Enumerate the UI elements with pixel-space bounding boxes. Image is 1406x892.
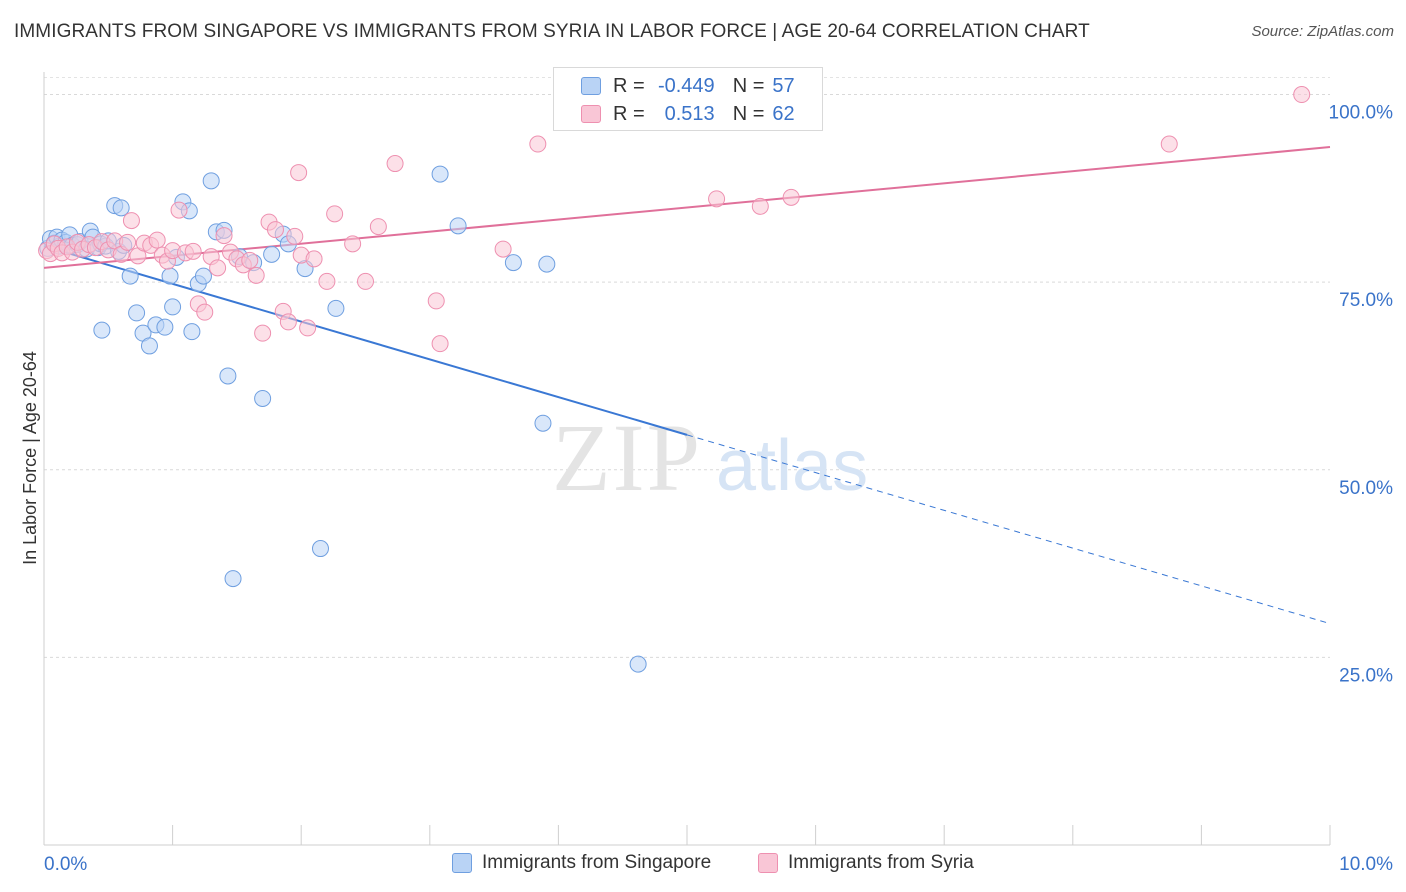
data-points — [38, 86, 1311, 673]
point-singapore — [538, 255, 556, 273]
legend-n-value-singapore: 57 — [772, 74, 795, 97]
legend-swatch-singapore — [581, 77, 601, 95]
point-syria — [241, 251, 259, 269]
y-tick-label: 25.0% — [1339, 665, 1393, 686]
point-syria — [529, 135, 547, 153]
point-singapore — [164, 298, 182, 316]
point-singapore — [112, 199, 130, 217]
legend-r-value-singapore: -0.449 — [657, 74, 715, 97]
point-syria — [247, 266, 265, 284]
point-syria — [326, 205, 344, 223]
point-singapore — [161, 267, 179, 285]
point-singapore — [93, 321, 111, 339]
point-singapore — [121, 267, 139, 285]
y-tick-label: 75.0% — [1339, 290, 1393, 311]
point-syria — [122, 212, 140, 230]
point-singapore — [431, 165, 449, 183]
legend-r-label: R = — [613, 102, 645, 125]
source-label: Source: ZipAtlas.com — [1251, 23, 1394, 40]
point-syria — [427, 292, 445, 310]
point-syria — [318, 272, 336, 290]
x-tick-label: 10.0% — [1339, 854, 1393, 875]
bottom-legend-singapore[interactable]: Immigrants from Singapore — [452, 852, 711, 874]
point-syria — [305, 250, 323, 268]
point-singapore — [202, 172, 220, 190]
tick-labels: 25.0% 50.0% 75.0% 100.0% 0.0% 10.0% — [44, 103, 1393, 875]
point-syria — [184, 242, 202, 260]
point-syria — [369, 218, 387, 236]
point-syria — [290, 164, 308, 182]
legend-r-label: R = — [613, 74, 645, 97]
legend-row-syria: R = 0.513 N = 62 — [554, 100, 795, 128]
bottom-legend: Immigrants from Singapore Immigrants fro… — [0, 852, 1406, 878]
y-tick-label: 100.0% — [1329, 103, 1394, 124]
point-syria — [1160, 135, 1178, 153]
bottom-legend-syria[interactable]: Immigrants from Syria — [758, 852, 974, 874]
point-singapore — [534, 414, 552, 432]
point-singapore — [449, 217, 467, 235]
legend-n-label: N = — [732, 102, 765, 125]
point-singapore — [254, 389, 272, 407]
point-syria — [286, 227, 304, 245]
trend-line-syria — [43, 146, 1331, 269]
bottom-legend-label-syria: Immigrants from Syria — [788, 852, 974, 873]
bottom-legend-label-singapore: Immigrants from Singapore — [482, 852, 712, 873]
watermark: ZIP atlas — [552, 404, 868, 511]
point-syria — [751, 197, 769, 215]
point-syria — [148, 231, 166, 249]
point-singapore — [311, 540, 329, 558]
chart-title: IMMIGRANTS FROM SINGAPORE VS IMMIGRANTS … — [14, 21, 1090, 42]
point-singapore — [327, 299, 345, 317]
point-syria — [254, 324, 272, 342]
point-syria — [209, 259, 227, 277]
bottom-legend-swatch-syria — [758, 853, 778, 873]
legend-row-singapore: R = -0.449 N = 57 — [554, 72, 795, 100]
legend-box: R = -0.449 N = 57 R = 0.513 N = 62 — [553, 67, 823, 131]
point-syria — [357, 272, 374, 290]
y-axis-label: In Labor Force | Age 20-64 — [20, 351, 40, 565]
x-tick-label: 0.0% — [44, 854, 87, 875]
point-singapore — [219, 367, 237, 385]
point-singapore — [504, 254, 522, 272]
point-syria — [196, 303, 214, 321]
trend-lines — [43, 146, 1331, 625]
point-syria — [344, 235, 362, 253]
point-singapore — [263, 245, 281, 263]
point-syria — [299, 319, 317, 337]
point-syria — [170, 201, 188, 219]
watermark-zip: ZIP — [552, 404, 702, 511]
point-syria — [266, 221, 284, 239]
point-singapore — [140, 337, 158, 355]
axes — [43, 72, 1331, 846]
point-singapore — [224, 570, 242, 588]
point-syria — [494, 240, 512, 258]
point-syria — [119, 233, 137, 251]
point-singapore — [194, 267, 212, 285]
trend-line-singapore — [43, 245, 688, 436]
point-syria — [279, 313, 297, 331]
point-syria — [1293, 86, 1311, 104]
legend-r-value-syria: 0.513 — [664, 102, 715, 125]
trend-line-singapore-dashed — [686, 434, 1331, 625]
legend-n-label: N = — [732, 74, 765, 97]
legend-n-value-syria: 62 — [772, 102, 795, 125]
legend-swatch-syria — [581, 105, 601, 123]
point-singapore — [629, 655, 647, 673]
bottom-legend-swatch-singapore — [452, 853, 472, 873]
point-singapore — [156, 318, 174, 336]
point-syria — [431, 335, 449, 353]
point-singapore — [128, 304, 146, 322]
point-syria — [215, 227, 233, 245]
point-syria — [782, 188, 800, 206]
point-syria — [708, 190, 726, 208]
watermark-atlas: atlas — [716, 426, 868, 506]
y-tick-label: 50.0% — [1339, 478, 1393, 499]
point-singapore — [183, 323, 201, 341]
point-syria — [386, 155, 404, 173]
